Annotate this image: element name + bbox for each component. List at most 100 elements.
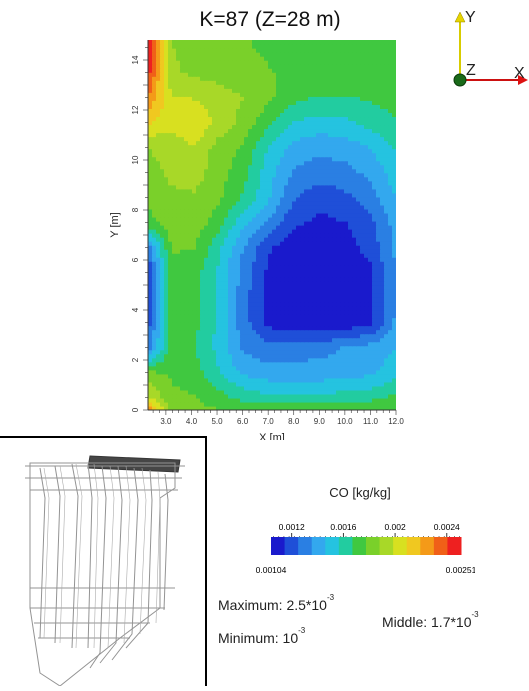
heatmap-cell bbox=[196, 156, 201, 162]
heatmap-cell bbox=[256, 241, 261, 246]
heatmap-cell bbox=[268, 112, 273, 118]
heatmap-cell bbox=[220, 212, 225, 218]
heatmap-cell bbox=[308, 261, 313, 266]
heatmap-cell bbox=[320, 369, 325, 375]
heatmap-cell bbox=[264, 257, 269, 262]
heatmap-cell bbox=[204, 397, 209, 403]
heatmap-cell bbox=[288, 229, 293, 234]
heatmap-cell bbox=[356, 212, 361, 218]
heatmap-cell bbox=[164, 88, 169, 93]
heatmap-cell bbox=[244, 212, 249, 218]
heatmap-cell bbox=[172, 337, 177, 343]
heatmap-cell bbox=[288, 156, 293, 162]
heatmap-cell bbox=[164, 112, 169, 118]
heatmap-cell bbox=[232, 269, 237, 274]
heatmap-cell bbox=[168, 188, 173, 194]
heatmap-cell bbox=[304, 160, 309, 166]
heatmap-cell bbox=[152, 84, 157, 89]
heatmap-cell bbox=[300, 100, 305, 105]
heatmap-cell bbox=[240, 200, 245, 206]
heatmap-cell bbox=[160, 92, 165, 97]
heatmap-cell bbox=[312, 136, 317, 142]
heatmap-cell bbox=[268, 305, 273, 311]
heatmap-cell bbox=[196, 361, 201, 367]
heatmap-cell bbox=[300, 293, 305, 298]
heatmap-cell bbox=[192, 180, 197, 186]
heatmap-cell bbox=[360, 317, 365, 323]
heatmap-cell bbox=[188, 164, 193, 170]
heatmap-cell bbox=[240, 389, 245, 395]
heatmap-cell bbox=[388, 317, 393, 323]
heatmap-cell bbox=[372, 277, 377, 282]
heatmap-cell bbox=[316, 92, 321, 97]
heatmap-cell bbox=[368, 369, 373, 375]
heatmap-cell bbox=[236, 180, 241, 186]
heatmap-cell bbox=[156, 176, 161, 182]
heatmap-cell bbox=[364, 273, 369, 278]
heatmap-cell bbox=[264, 200, 269, 206]
heatmap-cell bbox=[308, 377, 313, 383]
heatmap-cell bbox=[364, 301, 369, 307]
heatmap-cell bbox=[288, 289, 293, 294]
heatmap-cell bbox=[336, 220, 341, 226]
heatmap-cell bbox=[276, 245, 281, 250]
heatmap-cell bbox=[160, 393, 165, 399]
heatmap-cell bbox=[168, 337, 173, 343]
heatmap-cell bbox=[344, 289, 349, 294]
heatmap-cell bbox=[264, 365, 269, 371]
heatmap-cell bbox=[264, 88, 269, 93]
heatmap-cell bbox=[232, 333, 237, 339]
heatmap-cell bbox=[152, 204, 157, 210]
heatmap-cell bbox=[180, 160, 185, 166]
heatmap-cell bbox=[192, 116, 197, 122]
heatmap-cell bbox=[332, 108, 337, 113]
heatmap-cell bbox=[240, 333, 245, 339]
heatmap-cell bbox=[212, 333, 217, 339]
heatmap-cell bbox=[312, 229, 317, 234]
heatmap-cell bbox=[296, 365, 301, 371]
heatmap-cell bbox=[308, 281, 313, 286]
heatmap-cell bbox=[352, 297, 357, 303]
heatmap-cell bbox=[172, 237, 177, 242]
heatmap-cell bbox=[160, 349, 165, 355]
heatmap-cell bbox=[200, 104, 205, 109]
heatmap-cell bbox=[384, 136, 389, 142]
heatmap-cell bbox=[372, 385, 377, 391]
heatmap-cell bbox=[304, 289, 309, 294]
heatmap-cell bbox=[368, 393, 373, 399]
heatmap-cell bbox=[256, 361, 261, 367]
heatmap-cell bbox=[152, 192, 157, 198]
heatmap-cell bbox=[348, 269, 353, 274]
heatmap-cell bbox=[348, 229, 353, 234]
heatmap-cell bbox=[148, 385, 153, 391]
heatmap-cell bbox=[220, 225, 225, 230]
heatmap-cell bbox=[256, 96, 261, 101]
heatmap-cell bbox=[372, 389, 377, 395]
heatmap-cell bbox=[164, 361, 169, 367]
heatmap-cell bbox=[308, 192, 313, 198]
heatmap-cell bbox=[308, 132, 313, 138]
heatmap-cell bbox=[216, 365, 221, 371]
heatmap-cell bbox=[256, 160, 261, 166]
heatmap-cell bbox=[212, 281, 217, 286]
heatmap-cell bbox=[192, 241, 197, 246]
heatmap-cell bbox=[188, 297, 193, 303]
heatmap-cell bbox=[196, 293, 201, 298]
heatmap-cell bbox=[208, 381, 213, 387]
heatmap-cell bbox=[308, 301, 313, 307]
heatmap-cell bbox=[216, 281, 221, 286]
heatmap-cell bbox=[152, 405, 157, 410]
heatmap-cell bbox=[276, 353, 281, 359]
heatmap-cell bbox=[292, 148, 297, 154]
heatmap-cell bbox=[176, 305, 181, 311]
heatmap-cell bbox=[348, 220, 353, 226]
heatmap-cell bbox=[308, 253, 313, 258]
heatmap-cell bbox=[264, 140, 269, 146]
heatmap-cell bbox=[220, 88, 225, 93]
heatmap-cell bbox=[224, 385, 229, 391]
heatmap-cell bbox=[296, 249, 301, 254]
heatmap-cell bbox=[272, 401, 277, 407]
heatmap-cell bbox=[296, 96, 301, 101]
heatmap-cell bbox=[172, 257, 177, 262]
heatmap-cell bbox=[292, 261, 297, 266]
